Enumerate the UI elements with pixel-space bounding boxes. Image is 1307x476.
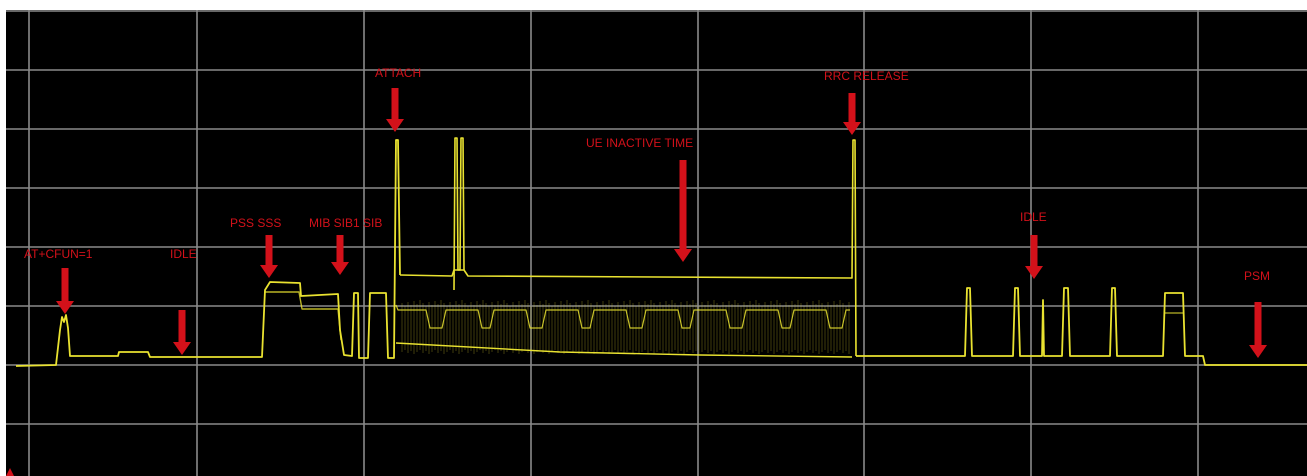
annotation-label-ue-inactive-time: UE INACTIVE TIME [586,136,693,150]
trace-segment-startup [15,139,401,367]
annotation-group: AT+CFUN=1 IDLE PSS SSS MIB SIB1 SIB ATTA… [6,66,1270,476]
annotation-arrow-idle-2 [1025,235,1043,279]
annotation-label-idle-2: IDLE [1020,210,1047,224]
trace-envelope-lower [395,342,853,358]
annotation-arrow-idle-1 [173,310,191,355]
trace-segment-idle-psm [856,287,1307,366]
annotation-arrow-pss-sss [260,235,278,278]
trace-dither-texture [401,300,850,354]
annotation-arrow-rrc-release [843,93,861,135]
corner-marker-icon [6,468,14,476]
annotation-arrow-ue-inactive-time [674,160,692,262]
annotation-arrow-attach [386,88,404,132]
trace-segment-startup-inner [265,291,342,341]
annotation-label-rrc-release: RRC RELEASE [824,69,909,83]
annotation-label-psm: PSM [1244,269,1270,283]
trace-envelope-upper [399,139,857,357]
trace-band-middle [395,304,850,329]
annotation-label-at-cfun: AT+CFUN=1 [24,247,93,261]
annotation-arrow-at-cfun [56,268,74,314]
trace-group [15,137,1307,367]
annotation-label-idle-1: IDLE [170,247,197,261]
grid [6,10,1307,476]
annotation-arrow-mib-sib1 [331,235,349,275]
annotation-arrow-psm [1249,302,1267,358]
annotation-label-attach: ATTACH [375,66,421,80]
annotation-label-mib-sib1: MIB SIB1 SIB [309,216,382,230]
plot-background [6,10,1307,476]
annotation-label-pss-sss: PSS SSS [230,216,281,230]
